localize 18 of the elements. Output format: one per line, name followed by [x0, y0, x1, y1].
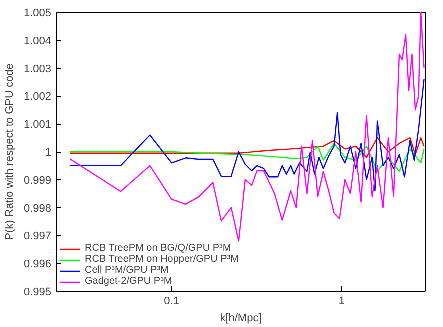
y-tick-label: 1.001 [24, 119, 52, 132]
y-tick-label: 1.003 [24, 63, 52, 76]
y-tick-label: 0.995 [24, 286, 52, 298]
legend-label: Gadget-2/GPU P³M [85, 276, 172, 287]
x-tick-label: 0.1 [164, 296, 180, 308]
y-tick-label: 0.996 [24, 258, 52, 271]
legend-label: RCB TreePM on BG/Q/GPU P³M [85, 243, 232, 254]
y-tick-label: 0.998 [24, 202, 52, 215]
y-tick-label: 1.005 [24, 8, 52, 20]
legend-label: Cell P³M/GPU P³M [85, 265, 169, 276]
y-tick-label: 0.999 [24, 174, 52, 187]
y-tick-label: 1.002 [24, 91, 52, 104]
y-tick-label: 0.997 [24, 230, 52, 243]
x-axis-title: k[h/Mpc] [220, 312, 262, 324]
y-tick-label: 1 [45, 147, 52, 159]
y-axis-title: P(k) Ratio with respect to GPU code [4, 64, 16, 240]
y-tick-label: 1.004 [24, 35, 52, 48]
legend-label: RCB TreePM on Hopper/GPU P³M [85, 254, 239, 265]
